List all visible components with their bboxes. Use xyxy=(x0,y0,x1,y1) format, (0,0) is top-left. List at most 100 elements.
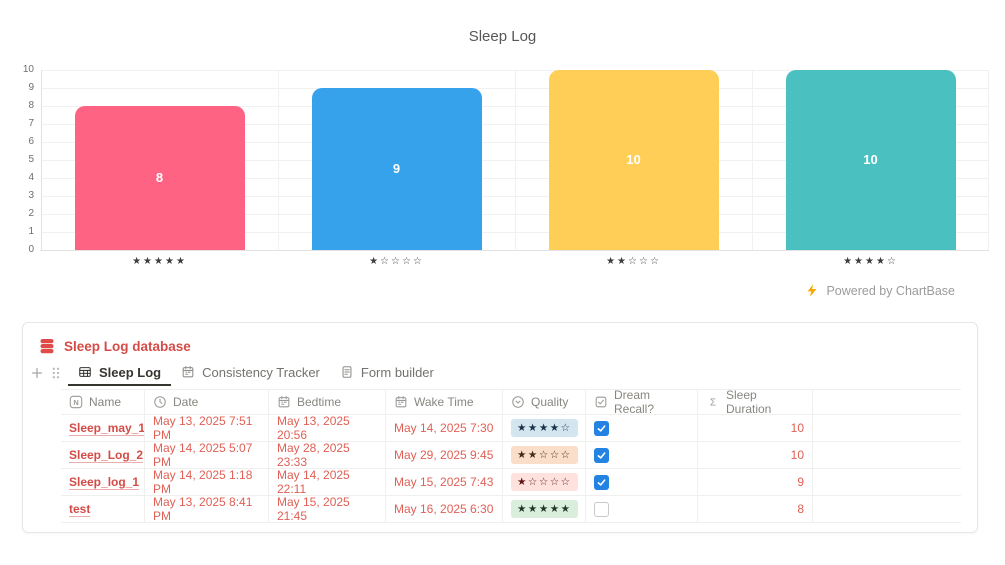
column-header-empty xyxy=(813,390,961,415)
y-axis-tick-label: 2 xyxy=(28,208,34,219)
cell-empty xyxy=(813,415,961,442)
quality-badge[interactable]: ★☆☆☆☆ xyxy=(511,472,578,492)
cell-sleep-duration[interactable]: 10 xyxy=(698,415,813,442)
drag-handle-icon[interactable] xyxy=(46,364,64,382)
database-title-row: Sleep Log database xyxy=(23,323,977,357)
column-header-label: Name xyxy=(89,395,122,409)
quality-badge[interactable]: ★★★★☆ xyxy=(511,418,578,438)
cell-wake-time[interactable]: May 29, 2025 9:45 xyxy=(386,442,503,469)
calendar-icon xyxy=(278,396,290,408)
checkbox-icon xyxy=(595,396,607,408)
cell-dream-recall xyxy=(586,442,698,469)
check-icon xyxy=(597,478,606,486)
cell-date[interactable]: May 13, 2025 8:41 PM xyxy=(145,496,269,523)
y-axis-tick-label: 6 xyxy=(28,136,34,147)
column-header-label: Wake Time xyxy=(414,395,474,409)
v-gridline xyxy=(752,70,753,250)
tab-form-builder[interactable]: Form builder xyxy=(330,361,444,386)
sleep-log-chart: Sleep Log 8 ★★★★★ 9 ★☆☆☆☆ 10 ★★☆☆☆ 10 ★★★★☆ Pow… xyxy=(23,28,989,298)
x-axis-line xyxy=(40,250,989,251)
bar-value-label: 8 xyxy=(155,170,164,185)
tab-label: Form builder xyxy=(360,364,434,380)
add-view-button[interactable] xyxy=(28,364,46,382)
chart-bar-1[interactable]: 9 xyxy=(311,88,482,250)
y-axis-tick-label: 7 xyxy=(28,118,34,129)
chart-bar-0[interactable]: 8 xyxy=(74,106,245,250)
row-name-link[interactable]: Sleep_log_1 xyxy=(61,469,145,496)
row-name-link[interactable]: Sleep_Log_2 xyxy=(61,442,145,469)
cell-empty xyxy=(813,442,961,469)
column-header-sleep-duration[interactable]: Σ Sleep Duration xyxy=(698,390,813,415)
tab-consistency-tracker[interactable]: Consistency Tracker xyxy=(171,361,330,386)
database-icon xyxy=(39,338,55,354)
cell-quality: ★☆☆☆☆ xyxy=(503,469,586,496)
bar-value-label: 9 xyxy=(392,161,401,176)
x-axis-category-label: ★☆☆☆☆ xyxy=(369,256,424,267)
bar-value-label: 10 xyxy=(863,152,878,167)
clock-icon xyxy=(154,396,166,408)
v-gridline xyxy=(278,70,279,250)
dream-recall-checkbox[interactable] xyxy=(594,501,609,517)
database-title[interactable]: Sleep Log database xyxy=(64,338,191,354)
cell-dream-recall xyxy=(586,469,698,496)
column-header-label: Quality xyxy=(531,395,569,409)
column-header-quality[interactable]: Quality xyxy=(503,390,586,415)
svg-text:Σ: Σ xyxy=(710,398,716,409)
tab-sleep-log[interactable]: Sleep Log xyxy=(68,361,171,386)
column-header-label: Sleep Duration xyxy=(726,390,772,415)
column-header-name[interactable]: N Name xyxy=(61,390,145,415)
cell-date[interactable]: May 14, 2025 5:07 PM xyxy=(145,442,269,469)
chartbase-branding[interactable]: Powered by ChartBase xyxy=(805,283,955,298)
column-header-label: Bedtime xyxy=(297,395,342,409)
y-axis-tick-label: 3 xyxy=(28,190,34,201)
column-header-bedtime[interactable]: Bedtime xyxy=(269,390,386,415)
row-name-link[interactable]: Sleep_may_13 xyxy=(61,415,145,442)
cell-date[interactable]: May 14, 2025 1:18 PM xyxy=(145,469,269,496)
y-axis-tick-label: 4 xyxy=(28,172,34,183)
chart-title: Sleep Log xyxy=(468,28,537,45)
row-name-link[interactable]: test xyxy=(61,496,145,523)
cell-sleep-duration[interactable]: 10 xyxy=(698,442,813,469)
dream-recall-checkbox[interactable] xyxy=(594,447,609,463)
check-icon xyxy=(597,424,606,432)
sigma-icon: Σ xyxy=(710,398,716,409)
cell-empty xyxy=(813,469,961,496)
calendar-icon xyxy=(395,396,407,408)
cell-dream-recall xyxy=(586,415,698,442)
column-header-label: Dream Recall? xyxy=(614,390,655,415)
plus-icon xyxy=(31,367,43,379)
cell-wake-time[interactable]: May 15, 2025 7:43 xyxy=(386,469,503,496)
cell-bedtime[interactable]: May 14, 2025 22:11 xyxy=(269,469,386,496)
cell-sleep-duration[interactable]: 8 xyxy=(698,496,813,523)
cell-quality: ★★★★★ xyxy=(503,496,586,523)
table-icon xyxy=(79,367,91,377)
chart-bar-3[interactable]: 10 xyxy=(785,70,956,250)
column-header-dream-recall-[interactable]: Dream Recall? xyxy=(586,390,698,415)
cell-sleep-duration[interactable]: 9 xyxy=(698,469,813,496)
cell-date[interactable]: May 13, 2025 7:51 PM xyxy=(145,415,269,442)
column-header-wake-time[interactable]: Wake Time xyxy=(386,390,503,415)
view-tabs: Sleep Log Consistency Tracker Form builder xyxy=(68,361,444,386)
cell-bedtime[interactable]: May 13, 2025 20:56 xyxy=(269,415,386,442)
y-axis-tick-label: 9 xyxy=(28,82,34,93)
v-gridline xyxy=(988,70,989,250)
y-axis-line xyxy=(41,70,42,250)
x-axis-category-label: ★★☆☆☆ xyxy=(606,256,661,267)
cell-bedtime[interactable]: May 28, 2025 23:33 xyxy=(269,442,386,469)
column-header-date[interactable]: Date xyxy=(145,390,269,415)
cell-wake-time[interactable]: May 14, 2025 7:30 xyxy=(386,415,503,442)
cell-bedtime[interactable]: May 15, 2025 21:45 xyxy=(269,496,386,523)
check-icon xyxy=(597,451,606,459)
dream-recall-checkbox[interactable] xyxy=(594,420,609,436)
y-axis-tick-label: 5 xyxy=(28,154,34,165)
cell-wake-time[interactable]: May 16, 2025 6:30 xyxy=(386,496,503,523)
database-table: N Name Date Bedtime Wake Time Quality Dream Re… xyxy=(61,389,961,523)
dream-recall-checkbox[interactable] xyxy=(594,474,609,490)
title-icon: N xyxy=(69,395,83,409)
chart-bar-2[interactable]: 10 xyxy=(548,70,719,250)
lightning-bolt-icon xyxy=(808,284,817,297)
select-icon xyxy=(512,396,524,408)
quality-badge[interactable]: ★★☆☆☆ xyxy=(511,445,578,465)
quality-badge[interactable]: ★★★★★ xyxy=(511,499,578,519)
views-toolbar: Sleep Log Consistency Tracker Form builder xyxy=(23,359,977,387)
